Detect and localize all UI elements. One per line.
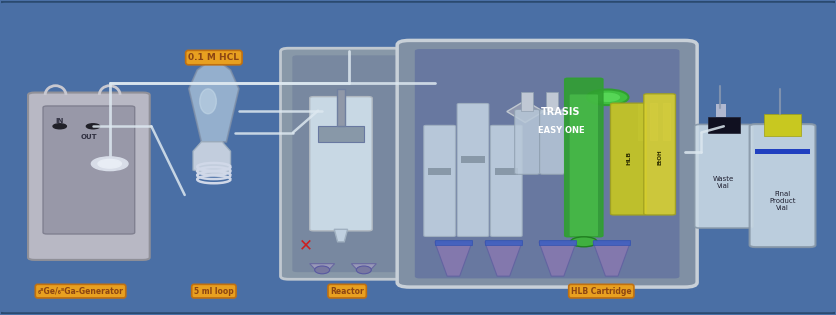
Text: OUT: OUT: [80, 134, 97, 140]
Text: 0.1 M HCL: 0.1 M HCL: [188, 53, 239, 62]
Text: Waste
Vial: Waste Vial: [713, 176, 734, 189]
FancyBboxPatch shape: [457, 104, 489, 237]
FancyBboxPatch shape: [43, 106, 135, 234]
Ellipse shape: [356, 266, 371, 274]
FancyBboxPatch shape: [610, 103, 646, 215]
Bar: [756, 149, 809, 154]
Polygon shape: [539, 242, 576, 276]
Bar: [708, 117, 740, 133]
Text: HLB Cartridge: HLB Cartridge: [571, 287, 632, 296]
FancyBboxPatch shape: [540, 109, 564, 175]
Text: EtOH: EtOH: [657, 150, 662, 165]
Bar: [318, 126, 364, 142]
FancyBboxPatch shape: [695, 124, 753, 228]
Text: Reactor: Reactor: [330, 287, 364, 296]
Ellipse shape: [200, 89, 217, 114]
Polygon shape: [189, 64, 239, 142]
Polygon shape: [593, 242, 630, 276]
Polygon shape: [351, 264, 376, 270]
FancyBboxPatch shape: [309, 97, 372, 231]
Polygon shape: [309, 264, 334, 270]
Text: HLB: HLB: [626, 151, 631, 164]
Text: 5 ml loop: 5 ml loop: [194, 287, 234, 296]
FancyBboxPatch shape: [28, 93, 150, 260]
Circle shape: [595, 93, 620, 102]
FancyBboxPatch shape: [515, 109, 540, 175]
Bar: [650, 103, 657, 140]
Bar: [337, 89, 345, 126]
Bar: [638, 103, 645, 140]
FancyBboxPatch shape: [491, 125, 522, 237]
Text: ₆⁸Ge/₆⁸Ga-Generator: ₆⁸Ge/₆⁸Ga-Generator: [38, 287, 124, 296]
FancyBboxPatch shape: [293, 56, 405, 272]
FancyBboxPatch shape: [281, 48, 418, 279]
FancyBboxPatch shape: [397, 40, 697, 287]
Text: IN: IN: [55, 118, 64, 124]
Circle shape: [587, 89, 629, 105]
FancyBboxPatch shape: [750, 124, 815, 247]
Polygon shape: [485, 242, 522, 276]
FancyBboxPatch shape: [644, 94, 675, 215]
Bar: [764, 114, 801, 136]
Text: Final
Product
Vial: Final Product Vial: [769, 191, 796, 211]
Polygon shape: [507, 100, 543, 123]
Polygon shape: [435, 242, 472, 276]
Text: EASY ONE: EASY ONE: [538, 126, 584, 135]
Ellipse shape: [314, 266, 329, 274]
Bar: [435, 240, 472, 245]
Circle shape: [570, 237, 597, 247]
Bar: [546, 92, 558, 111]
FancyBboxPatch shape: [424, 125, 456, 237]
Circle shape: [86, 124, 99, 129]
FancyBboxPatch shape: [569, 94, 598, 236]
Bar: [716, 104, 726, 117]
Bar: [539, 240, 576, 245]
FancyBboxPatch shape: [564, 78, 603, 237]
Text: TRASIS: TRASIS: [541, 106, 581, 117]
Bar: [663, 103, 670, 140]
Bar: [428, 168, 451, 175]
Polygon shape: [193, 142, 231, 176]
Polygon shape: [334, 229, 348, 242]
Bar: [485, 240, 522, 245]
Circle shape: [53, 124, 66, 129]
Circle shape: [91, 157, 128, 171]
Bar: [522, 92, 533, 111]
FancyBboxPatch shape: [415, 50, 679, 278]
Bar: [593, 240, 630, 245]
Text: ✕: ✕: [298, 236, 313, 254]
Bar: [495, 168, 518, 175]
Bar: [461, 156, 485, 163]
Circle shape: [98, 159, 121, 168]
